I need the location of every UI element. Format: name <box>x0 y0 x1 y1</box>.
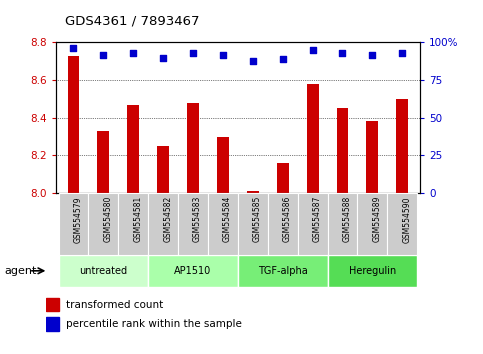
Bar <box>128 104 139 193</box>
Text: percentile rank within the sample: percentile rank within the sample <box>66 319 242 329</box>
Point <box>99 52 107 57</box>
FancyBboxPatch shape <box>208 193 238 255</box>
Point <box>189 50 197 56</box>
Bar <box>238 255 327 287</box>
FancyBboxPatch shape <box>118 193 148 255</box>
Text: GSM554584: GSM554584 <box>223 196 232 242</box>
Text: agent: agent <box>5 266 37 276</box>
Text: GSM554589: GSM554589 <box>372 196 382 242</box>
Text: transformed count: transformed count <box>66 300 163 310</box>
Bar <box>217 137 229 193</box>
Text: Heregulin: Heregulin <box>349 266 396 276</box>
Bar <box>46 298 59 312</box>
Point <box>249 58 256 63</box>
FancyBboxPatch shape <box>357 193 387 255</box>
Point <box>309 47 316 53</box>
Bar <box>187 103 199 193</box>
Bar <box>58 255 148 287</box>
Bar <box>367 121 378 193</box>
Point <box>369 52 376 57</box>
Text: GSM554587: GSM554587 <box>313 196 322 242</box>
Bar <box>247 191 259 193</box>
Text: GSM554583: GSM554583 <box>193 196 202 242</box>
Text: AP1510: AP1510 <box>174 266 212 276</box>
Text: GSM554585: GSM554585 <box>253 196 262 242</box>
Point <box>279 56 286 62</box>
Bar <box>98 131 109 193</box>
Text: GSM554590: GSM554590 <box>402 196 412 242</box>
Bar <box>277 163 289 193</box>
Text: GSM554579: GSM554579 <box>73 196 83 242</box>
Bar <box>148 255 238 287</box>
Bar <box>337 108 348 193</box>
FancyBboxPatch shape <box>178 193 208 255</box>
Point <box>129 50 137 56</box>
FancyBboxPatch shape <box>88 193 118 255</box>
Text: TGF-alpha: TGF-alpha <box>258 266 308 276</box>
FancyBboxPatch shape <box>268 193 298 255</box>
FancyBboxPatch shape <box>387 193 417 255</box>
Text: GDS4361 / 7893467: GDS4361 / 7893467 <box>65 15 199 28</box>
Point <box>398 50 406 56</box>
Point <box>159 55 167 61</box>
Point <box>70 46 77 51</box>
Bar <box>68 56 80 193</box>
Text: GSM554580: GSM554580 <box>103 196 113 242</box>
FancyBboxPatch shape <box>58 193 88 255</box>
FancyBboxPatch shape <box>148 193 178 255</box>
Bar <box>327 255 417 287</box>
Text: GSM554586: GSM554586 <box>283 196 292 242</box>
Bar <box>46 317 59 331</box>
Text: GSM554588: GSM554588 <box>342 196 352 242</box>
Bar <box>307 84 319 193</box>
FancyBboxPatch shape <box>238 193 268 255</box>
FancyBboxPatch shape <box>327 193 357 255</box>
Point <box>219 52 227 57</box>
Bar <box>396 99 408 193</box>
Point <box>339 50 346 56</box>
Text: untreated: untreated <box>79 266 128 276</box>
Bar <box>157 146 169 193</box>
Text: GSM554582: GSM554582 <box>163 196 172 242</box>
Text: GSM554581: GSM554581 <box>133 196 142 242</box>
FancyBboxPatch shape <box>298 193 327 255</box>
